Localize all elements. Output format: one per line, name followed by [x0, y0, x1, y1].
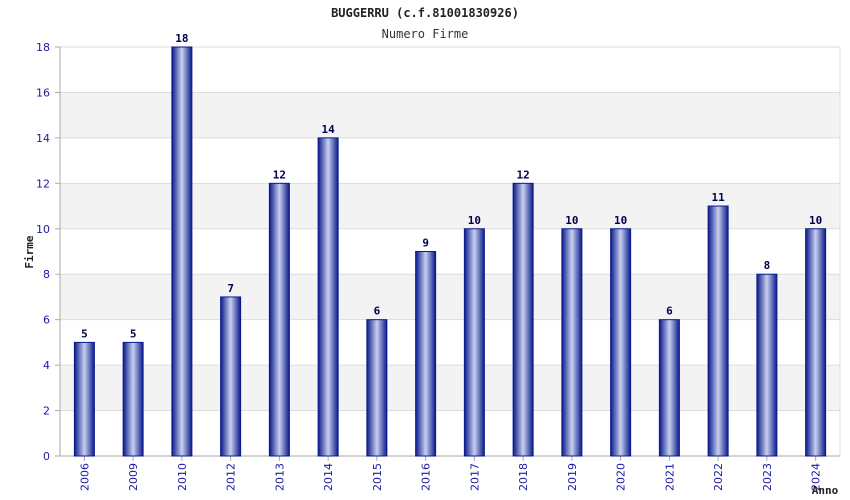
x-tick-label-2020: 2020 [615, 463, 628, 491]
x-tick-label-2013: 2013 [273, 463, 286, 491]
value-label-2017: 10 [468, 214, 481, 227]
x-tick-label-2009: 2009 [127, 463, 140, 491]
bar-2014 [317, 137, 339, 457]
y-tick-label: 8 [43, 268, 50, 281]
bar-2021 [658, 319, 680, 457]
bar-2023 [756, 273, 778, 457]
value-label-2022: 11 [712, 191, 726, 204]
x-tick-label-2019: 2019 [566, 463, 579, 491]
chart-subtitle: Numero Firme [382, 27, 469, 41]
value-label-2015: 6 [374, 305, 381, 318]
value-label-2010: 18 [175, 32, 188, 45]
y-tick-label: 2 [43, 405, 50, 418]
bar-2016 [415, 251, 437, 457]
bar-2015 [366, 319, 388, 457]
bar-2010 [171, 46, 193, 457]
x-tick-label-2023: 2023 [761, 463, 774, 491]
bars [73, 46, 827, 457]
y-tick-label: 14 [36, 132, 50, 145]
y-tick-label: 4 [43, 359, 50, 372]
value-label-2021: 6 [666, 305, 673, 318]
value-label-2018: 12 [517, 168, 530, 181]
value-label-2016: 9 [422, 237, 429, 250]
x-tick-label-2015: 2015 [371, 463, 384, 491]
value-label-2009: 5 [130, 327, 137, 340]
y-axis-label: Firme [23, 235, 36, 268]
x-tick-label-2017: 2017 [468, 463, 481, 491]
bar-2009 [122, 341, 144, 457]
bar-2013 [268, 182, 290, 457]
bar-2018 [512, 182, 534, 457]
chart-title: BUGGERRU (c.f.81001830926) [331, 6, 519, 20]
value-label-2023: 8 [764, 259, 771, 272]
value-label-2013: 12 [273, 168, 286, 181]
y-tick-label: 10 [36, 223, 50, 236]
bar-2017 [463, 228, 485, 457]
x-tick-label-2024: 2024 [810, 463, 823, 491]
bar-2020 [610, 228, 632, 457]
value-label-2024: 10 [809, 214, 822, 227]
value-label-2019: 10 [565, 214, 578, 227]
y-tick-label: 12 [36, 177, 50, 190]
value-label-2006: 5 [81, 327, 88, 340]
x-tick-label-2016: 2016 [420, 463, 433, 491]
bar-2024 [805, 228, 827, 457]
value-label-2020: 10 [614, 214, 627, 227]
y-tick-label: 6 [43, 314, 50, 327]
x-tick-label-2021: 2021 [663, 463, 676, 491]
x-tick-label-2018: 2018 [517, 463, 530, 491]
x-tick-label-2022: 2022 [712, 463, 725, 491]
bar-2022 [707, 205, 729, 457]
x-tick-label-2010: 2010 [176, 463, 189, 491]
bar-2019 [561, 228, 583, 457]
x-axis-label: Anno [812, 484, 839, 497]
y-tick-label: 0 [43, 450, 50, 463]
value-label-2012: 7 [227, 282, 234, 295]
bar-2012 [220, 296, 242, 457]
y-tick-label: 18 [36, 41, 50, 54]
x-tick-label-2012: 2012 [225, 463, 238, 491]
value-label-2014: 14 [322, 123, 336, 136]
y-tick-label: 16 [36, 86, 50, 99]
labels: 0 2 4 6 8 10 12 14 16 18 5 2006 5 2009 18 2010 7 2012 12 20… [36, 32, 823, 491]
x-tick-label-2014: 2014 [322, 463, 335, 491]
bar-2006 [73, 341, 95, 457]
x-tick-label-2006: 2006 [78, 463, 91, 491]
